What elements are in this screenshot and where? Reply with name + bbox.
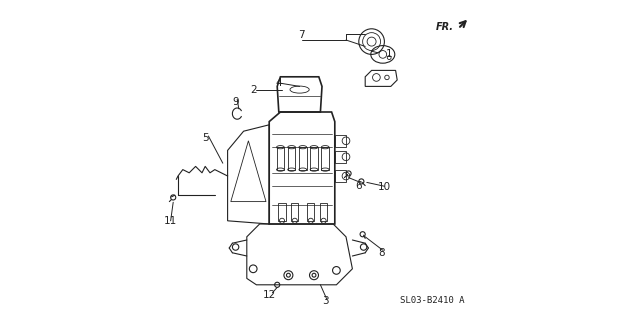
Text: 5: 5: [202, 132, 208, 143]
Text: 12: 12: [263, 290, 276, 300]
Text: SL03-B2410 A: SL03-B2410 A: [400, 296, 465, 305]
Bar: [335, 170, 346, 182]
Bar: [307, 203, 315, 221]
Text: 10: 10: [378, 182, 391, 192]
Bar: [291, 203, 298, 221]
Text: 9: 9: [232, 97, 239, 108]
Bar: [278, 203, 286, 221]
Bar: [288, 147, 295, 170]
Bar: [299, 147, 306, 170]
Text: 11: 11: [163, 216, 176, 226]
Text: 4: 4: [276, 78, 282, 88]
Bar: [276, 147, 284, 170]
Text: 3: 3: [322, 296, 328, 306]
Bar: [320, 203, 327, 221]
Text: 2: 2: [250, 84, 256, 95]
Text: 1: 1: [386, 49, 392, 60]
Text: 8: 8: [378, 248, 384, 258]
Bar: [335, 151, 346, 163]
Text: FR.: FR.: [436, 22, 454, 32]
Bar: [310, 147, 318, 170]
Text: 7: 7: [298, 30, 305, 40]
Bar: [322, 147, 329, 170]
Text: 6: 6: [355, 180, 362, 191]
Bar: [335, 135, 346, 147]
